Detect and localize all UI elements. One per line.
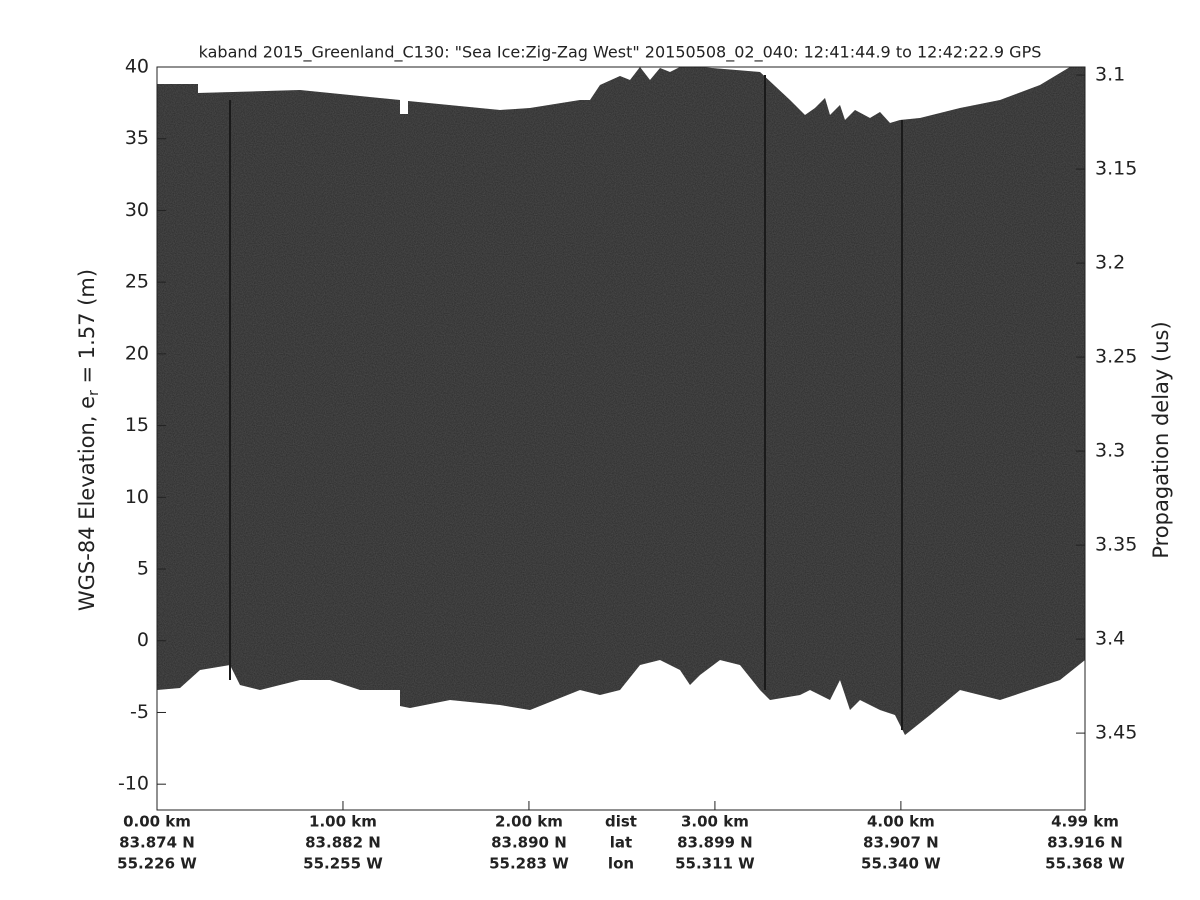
lon-label: 55.340 W	[861, 855, 941, 873]
y-tick-label: -10	[118, 773, 149, 795]
y2-axis-label: Propagation delay (us)	[1149, 321, 1173, 558]
x-tick-label: 4.99 km	[1051, 813, 1119, 831]
lat-label: 83.899 N	[677, 834, 753, 852]
lon-label: 55.255 W	[303, 855, 383, 873]
x-tick-label: 1.00 km	[309, 813, 377, 831]
y2-tick-label: 3.45	[1095, 722, 1137, 744]
lat-label: 83.890 N	[491, 834, 567, 852]
echogram	[157, 67, 1085, 735]
row-label: dist	[605, 813, 637, 831]
y-label-rest: = 1.57 (m)	[75, 269, 99, 390]
lon-label: 55.283 W	[489, 855, 569, 873]
y-tick-label: 35	[125, 127, 149, 149]
lon-label: 55.368 W	[1045, 855, 1125, 873]
y-axis-label: WGS-84 Elevation, er = 1.57 (m)	[75, 269, 102, 611]
lat-label: 83.874 N	[119, 834, 195, 852]
y-tick-label: 5	[137, 558, 149, 580]
x-tick-label: 0.00 km	[123, 813, 191, 831]
y-tick-label: -5	[130, 701, 149, 723]
lat-label: 83.882 N	[305, 834, 381, 852]
lon-label: 55.311 W	[675, 855, 755, 873]
lat-label: 83.907 N	[863, 834, 939, 852]
lat-label: 83.916 N	[1047, 834, 1123, 852]
row-label: lat	[610, 834, 632, 852]
y2-tick-label: 3.1	[1095, 64, 1125, 86]
y-tick-label: 25	[125, 271, 149, 293]
chart-title: kaband 2015_Greenland_C130: "Sea Ice:Zig…	[199, 43, 1042, 63]
y-tick-label: 20	[125, 342, 149, 364]
y-tick-label: 0	[137, 629, 149, 651]
y-tick-label: 15	[125, 414, 149, 436]
plot-frame	[156, 66, 1086, 811]
y-tick-label: 30	[125, 199, 149, 221]
y-label-text: WGS-84 Elevation, e	[75, 396, 99, 611]
y2-tick-label: 3.25	[1095, 346, 1137, 368]
y-tick-label: 40	[125, 56, 149, 78]
y2-tick-label: 3.2	[1095, 252, 1125, 274]
x-tick-label: 2.00 km	[495, 813, 563, 831]
y2-tick-label: 3.3	[1095, 440, 1125, 462]
y-label-sub: r	[86, 390, 102, 396]
row-label: lon	[608, 855, 634, 873]
lon-label: 55.226 W	[117, 855, 197, 873]
y2-tick-label: 3.35	[1095, 534, 1137, 556]
x-tick-label: 3.00 km	[681, 813, 749, 831]
y2-tick-label: 3.4	[1095, 628, 1125, 650]
x-tick-label: 4.00 km	[867, 813, 935, 831]
y2-tick-label: 3.15	[1095, 158, 1137, 180]
y-tick-label: 10	[125, 486, 149, 508]
